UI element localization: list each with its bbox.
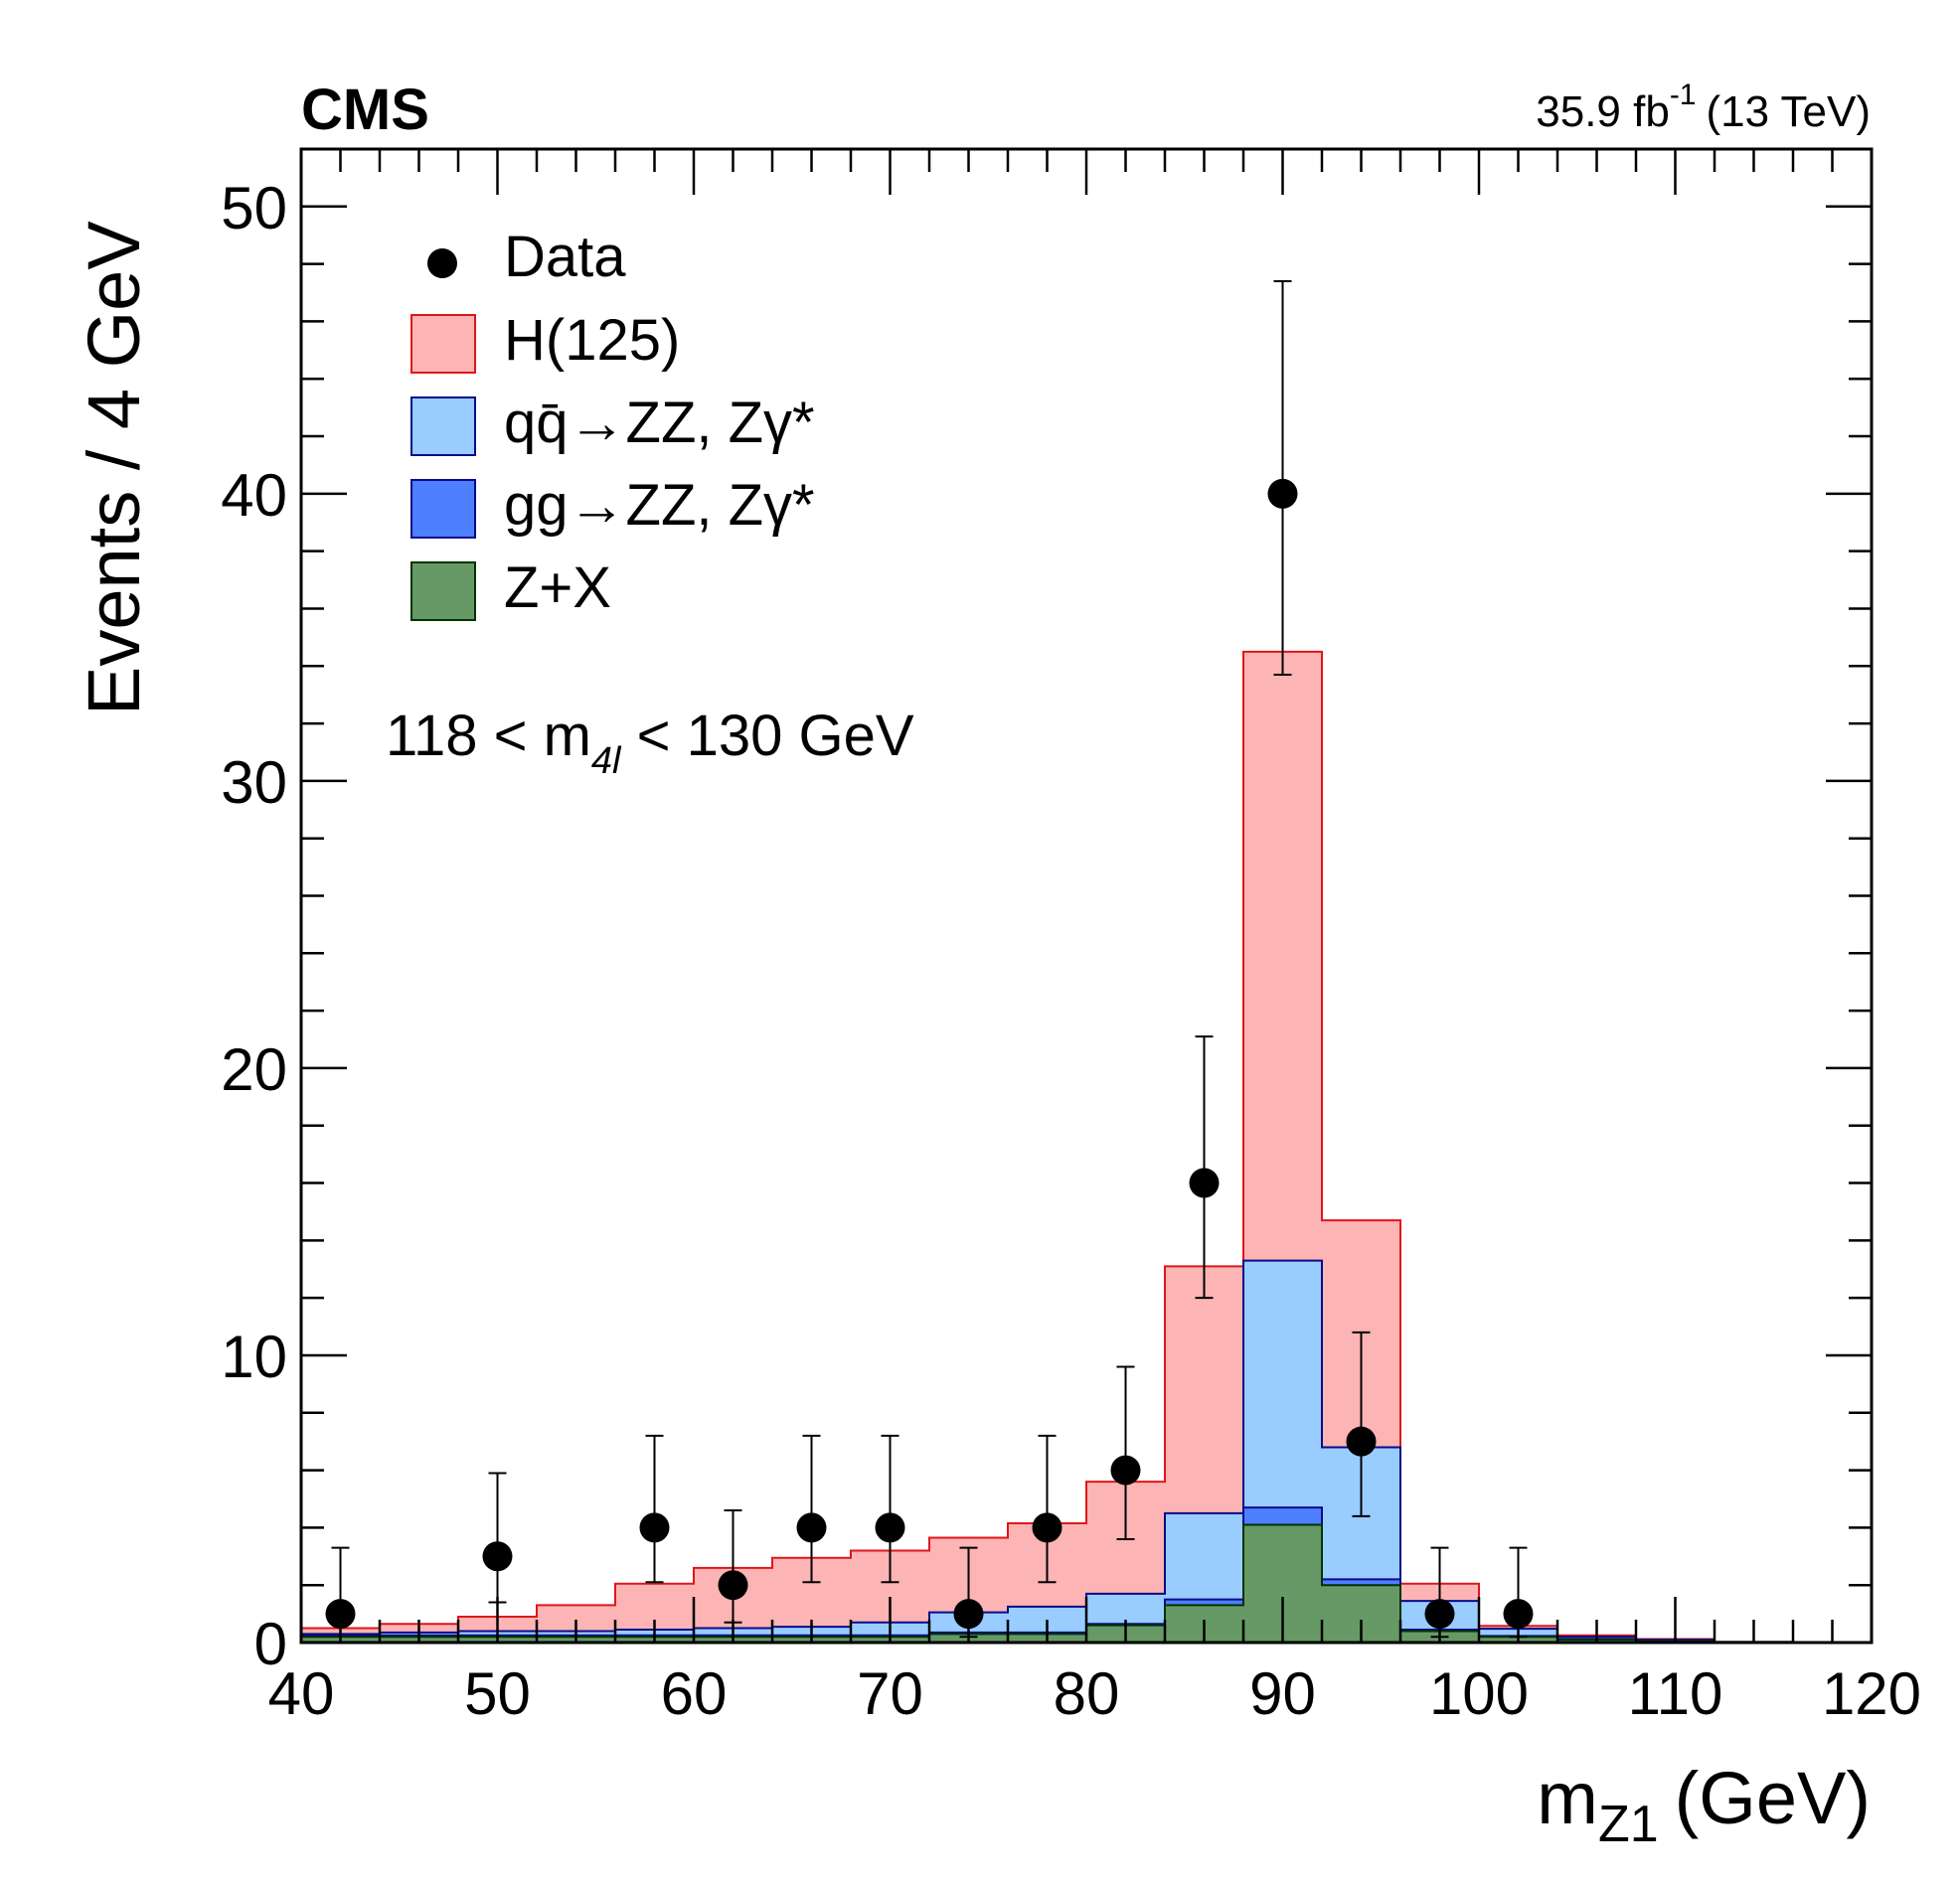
data-marker [1503,1599,1534,1630]
x-axis-title: mZ1 (GeV) [1537,1757,1871,1853]
x-tick-label: 40 [268,1660,335,1727]
legend-swatch-ggzz [410,479,476,539]
data-point [1110,1365,1141,1540]
data-marker [325,1599,356,1630]
x-tick-label: 80 [1054,1660,1120,1727]
data-point [796,1434,827,1584]
data-point [482,1472,513,1604]
data-point [953,1546,984,1639]
data-point [639,1434,670,1584]
legend-data-marker [427,248,457,278]
legend-label-zx: Z+X [504,555,611,620]
data-marker [1032,1512,1062,1543]
y-tick-label: 30 [221,749,287,816]
data-marker [796,1512,827,1543]
data-marker [953,1599,984,1630]
x-tick-label: 50 [464,1660,531,1727]
data-marker [875,1512,905,1543]
x-tick-label: 100 [1429,1660,1529,1727]
data-marker [718,1570,748,1601]
legend-label-higgs: H(125) [504,308,680,373]
x-tick-label: 90 [1249,1660,1316,1727]
legend-swatch-qqzz [410,396,476,456]
data-marker [639,1512,670,1543]
data-points [325,279,1534,1644]
legend-label-data: Data [504,225,626,289]
x-tick-label: 110 [1628,1660,1723,1727]
legend-label-qqzz: qq̄→ZZ, Zγ* [504,391,815,455]
y-tick-label: 10 [221,1324,287,1390]
x-tick-label: 60 [661,1660,728,1727]
y-tick-label: 20 [221,1036,287,1103]
mass-window-annotation: 118 < m4l < 130 GeV [386,704,914,782]
data-marker [1110,1455,1141,1486]
data-point [1032,1434,1062,1584]
data-marker [1267,478,1298,509]
data-point [718,1509,748,1624]
data-point [1189,1035,1220,1300]
data-marker [1424,1599,1455,1630]
x-tick-label: 70 [857,1660,923,1727]
data-marker [1189,1168,1220,1198]
y-axis-title: Events / 4 GeV [73,221,155,715]
experiment-label: CMS [301,78,429,142]
y-tick-label: 50 [221,175,287,241]
data-marker [482,1541,513,1572]
legend: Data H(125) qq̄→ZZ, Zγ* gg→ZZ, Zγ* Z+X [410,225,815,621]
data-point [1267,279,1298,676]
data-point [1346,1331,1377,1517]
legend-swatch-zx [410,561,476,621]
legend-swatch-higgs [410,314,476,374]
x-tick-label: 120 [1822,1660,1921,1727]
legend-label-ggzz: gg→ZZ, Zγ* [504,473,815,538]
luminosity-label: 35.9 fb-1 (13 TeV) [1536,79,1871,136]
y-tick-label: 0 [254,1611,287,1677]
y-tick-label: 40 [221,462,287,529]
data-marker [1346,1426,1377,1457]
data-point [875,1434,905,1584]
axis-ticks: 40 50 60 70 80 90 100 110 120 0 10 20 30 40 50 [221,147,1921,1727]
